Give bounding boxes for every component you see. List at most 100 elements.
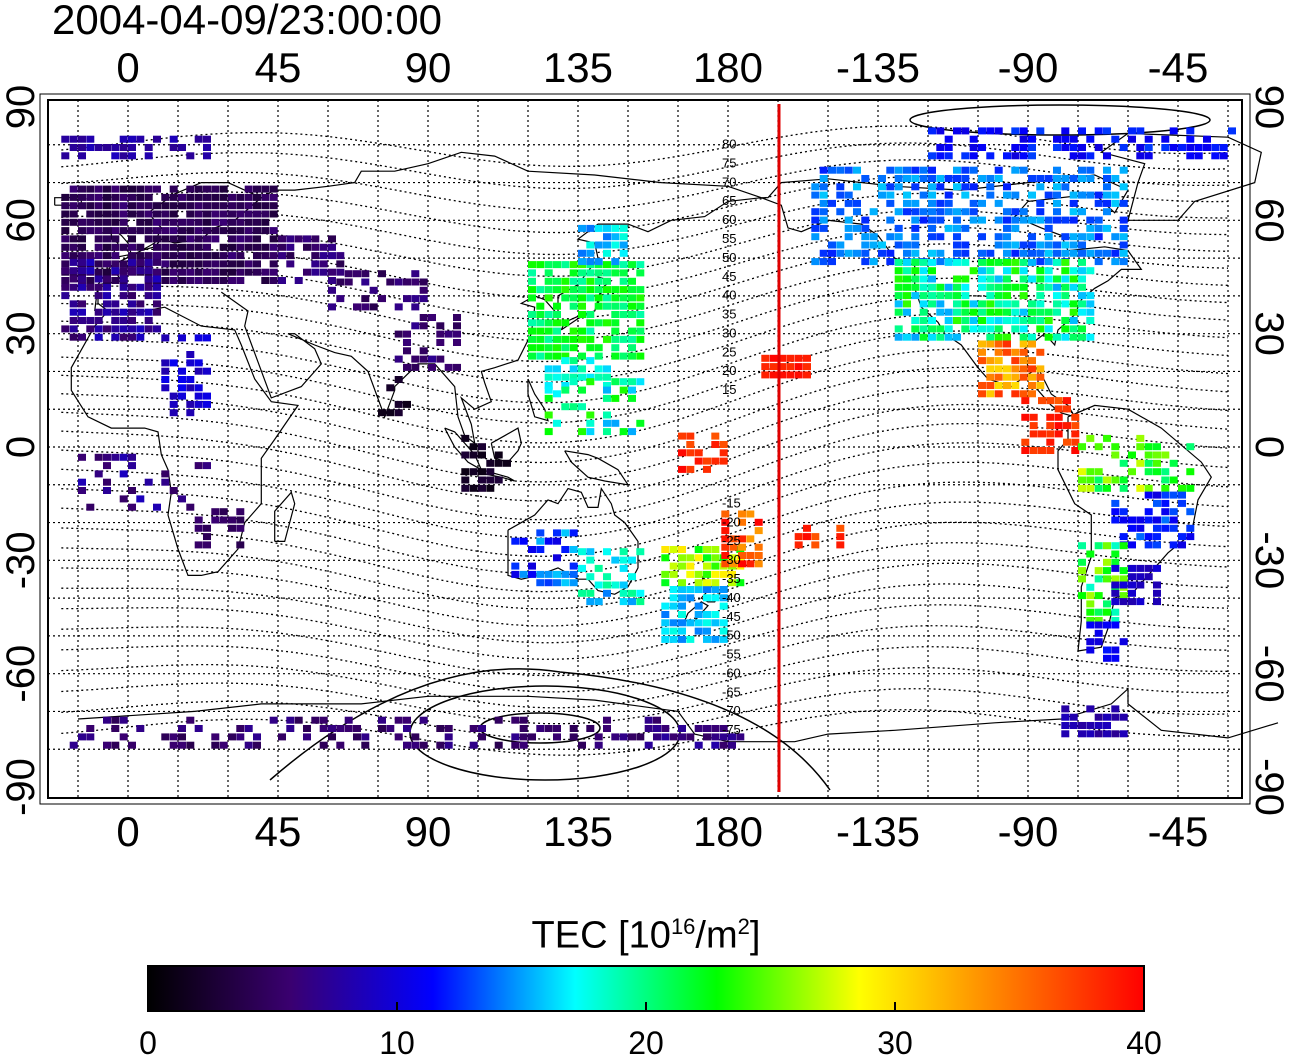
magnetic-latitude-line	[61, 709, 1229, 756]
tec-cell	[544, 344, 553, 352]
tec-cell	[1069, 267, 1078, 275]
tec-cell	[1061, 267, 1070, 275]
tec-cell	[686, 449, 695, 457]
tec-cell	[528, 327, 536, 335]
tec-cell	[619, 269, 628, 277]
tec-cell	[969, 317, 978, 324]
tec-cell	[1038, 430, 1046, 438]
tec-cell	[686, 465, 695, 473]
magnetic-latitude-label: 30	[722, 325, 736, 340]
tec-cell	[1011, 249, 1020, 257]
tec-cell	[711, 733, 720, 741]
tec-cell	[1186, 127, 1195, 135]
top-longitude-tick: 45	[255, 44, 302, 91]
tec-cell	[1086, 216, 1095, 224]
tec-cell	[1028, 233, 1036, 241]
tec-cell	[1019, 340, 1028, 348]
tec-cell	[1044, 233, 1053, 241]
tec-cell	[1021, 438, 1030, 446]
tec-cell	[1029, 422, 1038, 430]
tec-cell	[694, 570, 703, 578]
tec-cell	[294, 235, 303, 243]
magnetic-latitude-label: 80	[722, 137, 736, 152]
tec-cell	[94, 227, 103, 235]
tec-cell	[1144, 152, 1153, 160]
tec-cell	[678, 465, 686, 473]
tec-cell	[628, 311, 636, 318]
tec-cell	[378, 409, 386, 417]
tec-cell	[194, 725, 203, 732]
tec-cell	[144, 308, 153, 316]
coastline	[1099, 132, 1262, 221]
tec-cell	[936, 258, 945, 266]
tec-cell	[603, 302, 611, 310]
tec-cell	[94, 210, 103, 218]
tec-cell	[1186, 533, 1195, 541]
tec-cell	[544, 382, 553, 389]
tec-cell	[1086, 646, 1095, 654]
tec-cell	[1063, 422, 1071, 430]
top-longitude-tick: 180	[693, 44, 763, 91]
tec-cell	[61, 193, 70, 201]
tec-cell	[128, 193, 136, 201]
tec-cell	[61, 252, 70, 260]
tec-cell	[1111, 508, 1120, 516]
tec-cell	[603, 233, 611, 241]
tec-cell	[244, 741, 253, 749]
tec-cell	[1194, 152, 1203, 160]
tec-cell	[1044, 267, 1053, 275]
tec-cell	[203, 135, 211, 143]
tec-cell	[711, 579, 720, 587]
tec-cell	[111, 333, 120, 341]
tec-cell	[721, 535, 730, 543]
tec-cell	[1044, 241, 1053, 249]
tec-cell	[678, 546, 686, 553]
tec-cell	[228, 227, 236, 235]
tec-cell	[144, 252, 153, 260]
tec-cell	[553, 261, 561, 269]
tec-cell	[978, 267, 986, 275]
tec-cell	[1011, 216, 1020, 224]
tec-cell	[186, 409, 195, 417]
tec-cell	[228, 218, 236, 226]
tec-cell	[1019, 317, 1028, 324]
tec-cell	[261, 193, 270, 201]
tec-cell	[1053, 199, 1061, 207]
tec-cell	[919, 258, 928, 266]
tec-cell	[894, 183, 903, 191]
tec-cell	[228, 733, 236, 741]
tec-cell	[353, 270, 361, 278]
tec-cell	[578, 286, 586, 294]
tec-cell	[619, 233, 628, 241]
tec-cell	[1011, 267, 1020, 275]
tec-cell	[1038, 397, 1046, 405]
coastline	[527, 378, 549, 422]
tec-cell	[311, 260, 320, 268]
tec-cell	[619, 286, 628, 294]
tec-cell	[669, 546, 678, 553]
tec-cell	[1161, 468, 1170, 476]
tec-cell	[1178, 533, 1186, 541]
tec-cell	[911, 249, 920, 257]
tec-cell	[1011, 390, 1020, 398]
tec-cell	[728, 570, 736, 578]
tec-cell	[111, 243, 120, 251]
tec-cell	[328, 725, 336, 732]
tec-cell	[111, 325, 120, 333]
tec-cell	[1011, 308, 1020, 316]
tec-cell	[211, 193, 220, 201]
tec-cell	[611, 327, 620, 335]
tec-cell	[594, 319, 603, 327]
tec-cell	[78, 733, 86, 741]
tec-cell	[919, 300, 928, 308]
tec-cell	[1186, 508, 1195, 516]
tec-cell	[619, 589, 628, 597]
tec-cell	[928, 325, 936, 333]
tec-cell	[86, 503, 95, 511]
tec-cell	[1153, 589, 1161, 597]
tec-cell	[1119, 730, 1128, 738]
tec-cell	[1053, 292, 1061, 300]
tec-cell	[1136, 564, 1145, 572]
tec-cell	[1119, 216, 1128, 224]
tec-cell	[144, 317, 153, 324]
